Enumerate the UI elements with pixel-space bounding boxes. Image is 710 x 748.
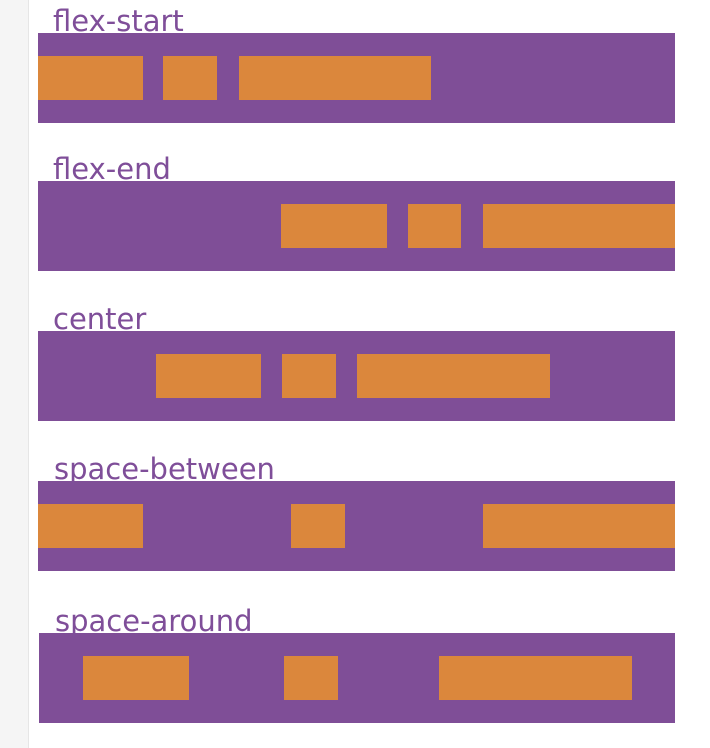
flex-container	[38, 481, 675, 571]
flex-container	[39, 633, 675, 723]
flex-item	[282, 354, 336, 398]
demo-label: center	[53, 302, 147, 336]
flex-item	[284, 656, 338, 700]
flex-item	[291, 504, 345, 548]
flex-item	[357, 354, 550, 398]
demo-label: space-around	[55, 604, 253, 638]
demo-label: space-between	[54, 452, 275, 486]
flex-container	[38, 331, 675, 421]
flex-item	[239, 56, 431, 100]
flex-item	[156, 354, 261, 398]
demo-label: flex-start	[53, 4, 184, 38]
flex-container	[38, 33, 675, 123]
left-gutter	[0, 0, 29, 748]
flex-item	[163, 56, 217, 100]
demo-label: flex-end	[53, 152, 171, 186]
flex-container	[38, 181, 675, 271]
flex-item	[439, 656, 632, 700]
flex-item	[281, 204, 387, 248]
flex-item	[408, 204, 461, 248]
flex-item	[483, 204, 675, 248]
watermark-text: https://blog.csdn.net/weixin_44198018	[428, 722, 701, 739]
flex-item	[38, 504, 143, 548]
flex-item	[483, 504, 675, 548]
flex-item	[83, 656, 189, 700]
flex-item	[38, 56, 143, 100]
